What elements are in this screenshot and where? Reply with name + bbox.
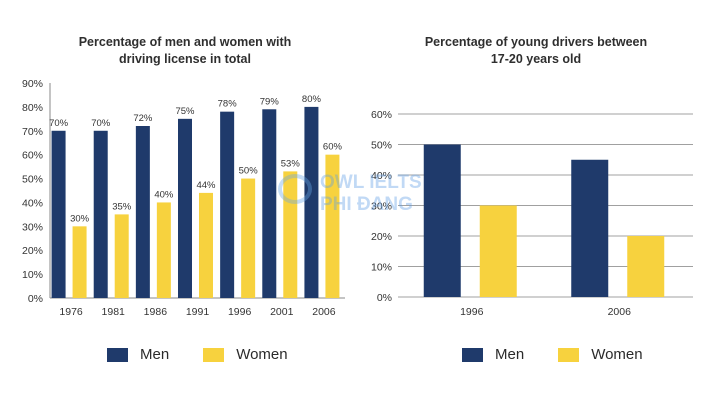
bar-men-1986 — [135, 126, 150, 298]
bar-men-2001 — [262, 109, 277, 299]
data-label-women-2001: 53% — [281, 158, 301, 169]
y-tick-label: 80% — [22, 102, 43, 114]
legend-swatch-men — [107, 347, 128, 362]
y-tick-label: 20% — [371, 231, 392, 243]
bar-women-1991 — [199, 192, 213, 298]
legend-label-men: Men — [140, 346, 170, 363]
y-tick-label: 50% — [22, 174, 43, 186]
y-tick-label: 30% — [22, 221, 43, 233]
x-tick-label: 2006 — [312, 306, 336, 318]
legend-label-men-right: Men — [495, 346, 525, 363]
data-label-women-2006: 60% — [323, 142, 343, 153]
legend-item-men: Men — [107, 346, 169, 363]
x-tick-label: 1976 — [59, 306, 83, 318]
bar-men-1981 — [93, 130, 108, 298]
young-drivers-chart-legend: Men Women — [462, 346, 677, 363]
bar-men-1991 — [178, 118, 192, 298]
data-label-women-1981: 35% — [112, 201, 132, 212]
data-label-women-1986: 40% — [154, 189, 174, 200]
bar-women-1981 — [114, 214, 129, 298]
y-tick-label: 10% — [371, 262, 392, 274]
data-label-men-1981: 70% — [91, 118, 111, 129]
data-label-men-2006: 80% — [302, 94, 322, 105]
bar-women-1986 — [156, 202, 171, 298]
y-tick-label: 70% — [22, 126, 43, 138]
data-label-men-1996: 78% — [218, 99, 238, 110]
legend-item-men-right: Men — [462, 346, 524, 363]
bar-women-2006 — [325, 154, 340, 298]
data-label-women-1996: 50% — [239, 166, 259, 177]
y-tick-label: 60% — [371, 109, 392, 121]
data-label-men-1991: 75% — [175, 106, 195, 117]
legend-label-women-right: Women — [591, 346, 643, 363]
y-tick-label: 0% — [377, 292, 392, 304]
data-label-men-1976: 70% — [49, 118, 69, 129]
license-bar-chart: 0% 10% 20% 30% 40% 50% 60% 70% 80% 90% 1976 70% 30% 1… — [22, 78, 345, 318]
x-tick-label: 1996 — [460, 306, 484, 318]
y-tick-label: 20% — [22, 245, 43, 257]
bar-men-2006 — [571, 159, 609, 297]
y-tick-label: 60% — [22, 150, 43, 162]
bar-women-2001 — [283, 171, 298, 298]
y-tick-label: 90% — [22, 78, 43, 90]
license-chart-panel: Percentage of men and women with driving… — [22, 34, 345, 363]
bar-women-1976 — [72, 226, 87, 298]
y-tick-label: 50% — [371, 140, 392, 152]
data-label-men-2001: 79% — [260, 96, 280, 107]
x-tick-label: 1981 — [102, 306, 126, 318]
legend-swatch-men-right — [462, 347, 483, 362]
legend-item-women: Women — [203, 346, 288, 363]
x-tick-label: 1996 — [228, 306, 252, 318]
bar-women-1996 — [241, 178, 256, 298]
legend-label-women: Women — [236, 346, 288, 363]
bar-men-2006 — [304, 106, 319, 298]
data-label-men-1986: 72% — [133, 113, 153, 124]
y-tick-label: 40% — [371, 170, 392, 182]
legend-swatch-women — [203, 347, 225, 362]
young-drivers-chart-title-line-2: 17-20 years old — [490, 52, 582, 66]
data-label-women-1991: 44% — [196, 180, 216, 191]
y-tick-label: 10% — [22, 269, 43, 281]
bar-men-1976 — [51, 130, 66, 298]
legend-item-women-right: Women — [558, 346, 643, 363]
x-tick-label: 2001 — [270, 306, 294, 318]
license-chart-legend: Men Women — [107, 346, 322, 363]
license-chart-title-line-2: driving license in total — [119, 52, 251, 66]
y-tick-label: 40% — [22, 197, 43, 209]
young-drivers-chart-panel: Percentage of young drivers between 17-2… — [356, 0, 711, 400]
bar-women-1996 — [479, 205, 517, 297]
bar-women-2006 — [627, 236, 665, 297]
license-chart-title: Percentage of men and women with driving… — [40, 34, 330, 68]
x-tick-label: 1991 — [186, 306, 210, 318]
young-drivers-chart-title: Percentage of young drivers between 17-2… — [386, 34, 686, 68]
young-drivers-chart-title-line-1: Percentage of young drivers between — [424, 35, 648, 49]
y-tick-label: 0% — [28, 293, 43, 305]
bar-men-1996 — [220, 111, 235, 299]
license-chart-title-line-1: Percentage of men and women with — [78, 35, 292, 49]
x-tick-label: 2006 — [608, 306, 632, 318]
data-label-women-1976: 30% — [70, 213, 90, 224]
bar-men-1996 — [423, 144, 461, 297]
legend-swatch-women-right — [558, 347, 580, 362]
x-tick-label: 1986 — [144, 306, 168, 318]
y-tick-label: 30% — [371, 201, 392, 213]
